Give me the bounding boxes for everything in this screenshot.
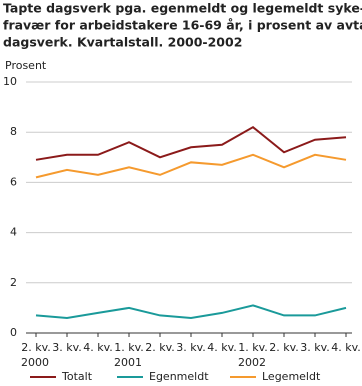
chart-title: fravær for arbeidstakere 16-69 år, i pro… <box>3 18 362 33</box>
legend-label: Legemeldt <box>262 370 321 383</box>
x-tick-label: 4. kv. <box>331 341 361 354</box>
x-tick-label: 3. kv. <box>176 341 206 354</box>
x-year-label: 2000 <box>21 356 49 369</box>
x-tick-label: 1. kv. <box>238 341 268 354</box>
y-tick-label: 10 <box>3 75 17 88</box>
line <box>35 125 347 161</box>
y-tick-label: 2 <box>10 276 17 289</box>
y-axis-label: Prosent <box>5 59 47 72</box>
y-tick-label: 6 <box>10 175 17 188</box>
line <box>35 153 347 179</box>
y-tick-label: 4 <box>10 226 17 239</box>
chart-title: dagsverk. Kvartalstall. 2000-2002 <box>3 35 242 50</box>
x-tick-label: 4. kv. <box>83 341 113 354</box>
x-tick-label: 2. kv. <box>145 341 175 354</box>
x-tick-label: 4. kv. <box>207 341 237 354</box>
x-year-label: 2002 <box>238 356 266 369</box>
chart-title: Tapte dagsverk pga. egenmeldt og legemel… <box>3 1 362 16</box>
y-tick-label: 8 <box>10 125 17 138</box>
x-tick-label: 2. kv. <box>21 341 51 354</box>
x-tick-label: 2. kv. <box>269 341 299 354</box>
x-year-label: 2001 <box>114 356 142 369</box>
x-tick-label: 3. kv. <box>52 341 82 354</box>
x-tick-label: 3. kv. <box>300 341 330 354</box>
legend-label: Totalt <box>61 370 93 383</box>
y-tick-label: 0 <box>10 326 17 339</box>
x-tick-label: 1. kv. <box>114 341 144 354</box>
line <box>35 304 347 319</box>
legend-label: Egenmeldt <box>149 370 209 383</box>
